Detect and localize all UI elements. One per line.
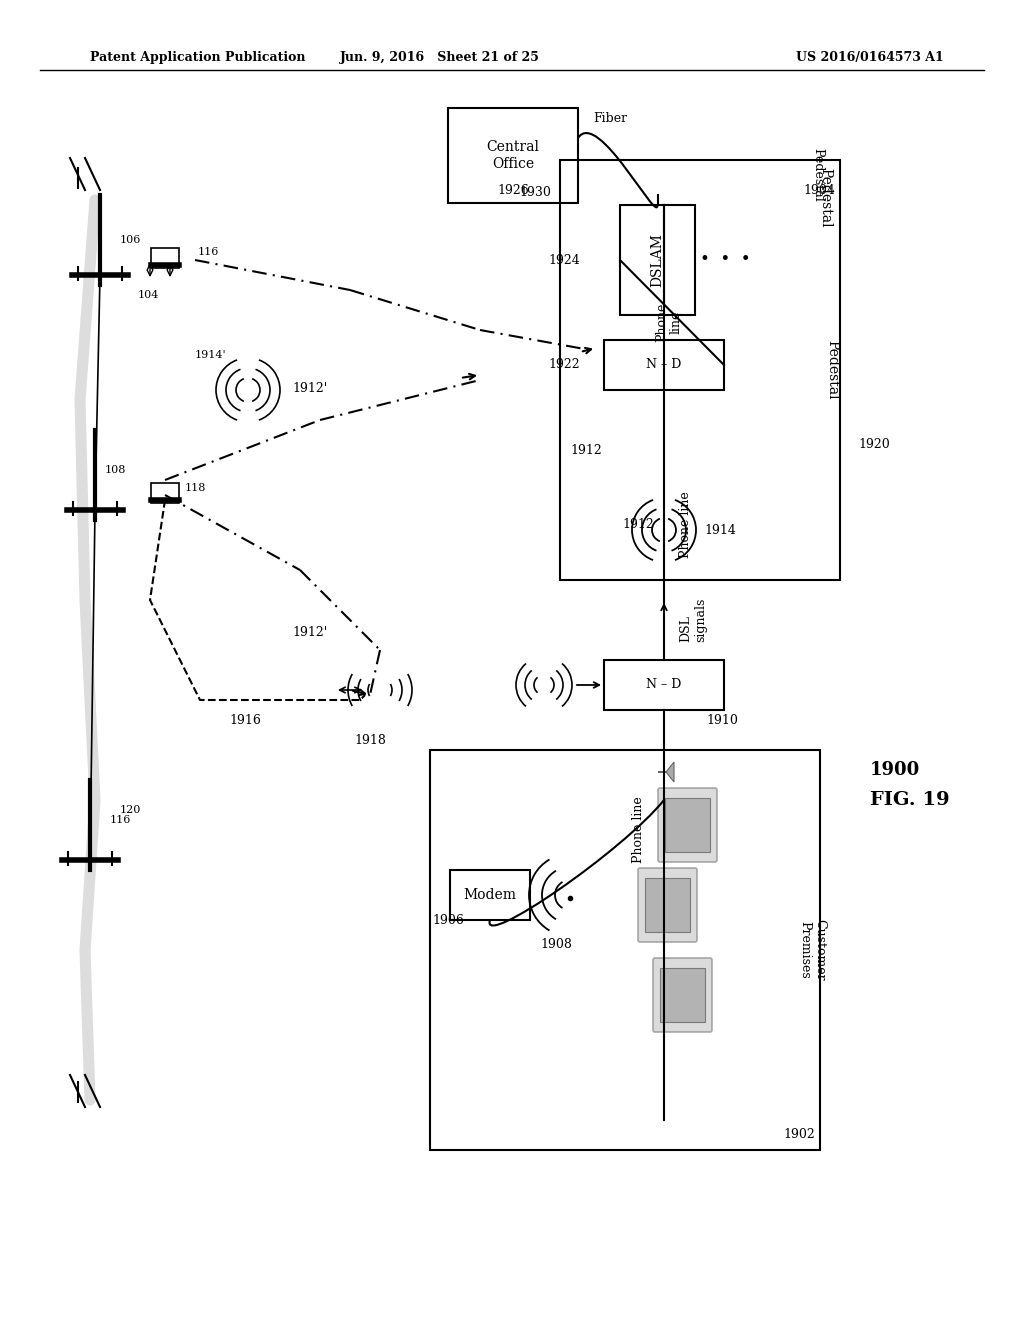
Text: 1912: 1912 — [570, 444, 602, 457]
Text: 116: 116 — [198, 247, 219, 257]
Text: Fiber: Fiber — [593, 111, 627, 124]
Text: Phone
line: Phone line — [655, 302, 683, 342]
Text: Jun. 9, 2016   Sheet 21 of 25: Jun. 9, 2016 Sheet 21 of 25 — [340, 51, 540, 65]
FancyBboxPatch shape — [151, 483, 179, 503]
Text: •  •  •: • • • — [699, 252, 751, 268]
Text: FIG. 19: FIG. 19 — [870, 791, 949, 809]
Text: Pedestal: Pedestal — [811, 148, 824, 202]
Text: Phone line: Phone line — [679, 491, 692, 558]
Text: 1930: 1930 — [519, 186, 551, 199]
Text: Patent Application Publication: Patent Application Publication — [90, 51, 305, 65]
Text: N – D: N – D — [646, 678, 682, 692]
Text: Pedestal: Pedestal — [825, 341, 839, 400]
Text: 1914: 1914 — [705, 524, 736, 536]
Text: N – D: N – D — [646, 359, 682, 371]
Text: 1922: 1922 — [548, 359, 580, 371]
Text: 1910: 1910 — [706, 714, 738, 726]
Text: 1902: 1902 — [783, 1129, 815, 1142]
Text: US 2016/0164573 A1: US 2016/0164573 A1 — [796, 51, 944, 65]
Text: 106: 106 — [120, 235, 140, 246]
Text: DSLAM: DSLAM — [650, 234, 665, 286]
FancyBboxPatch shape — [151, 248, 179, 268]
Polygon shape — [658, 762, 674, 781]
Text: DSL
signals: DSL signals — [679, 598, 707, 643]
Text: 1924: 1924 — [548, 253, 580, 267]
Text: 104: 104 — [137, 290, 159, 300]
Text: 1900: 1900 — [870, 762, 921, 779]
Text: 1918: 1918 — [354, 734, 386, 747]
Text: 120: 120 — [120, 805, 141, 814]
Text: 108: 108 — [104, 465, 126, 475]
FancyBboxPatch shape — [658, 788, 717, 862]
Text: 1916: 1916 — [229, 714, 261, 726]
FancyBboxPatch shape — [665, 799, 710, 851]
Text: 1914': 1914' — [195, 350, 226, 360]
Text: 118: 118 — [185, 483, 207, 492]
Text: Modem: Modem — [464, 888, 516, 902]
Text: 1912': 1912' — [293, 626, 328, 639]
FancyBboxPatch shape — [660, 968, 705, 1022]
Text: Phone line: Phone line — [633, 797, 645, 863]
Text: 1908: 1908 — [540, 939, 571, 952]
Text: Central
Office: Central Office — [486, 140, 540, 170]
Text: 1912: 1912 — [623, 519, 654, 532]
FancyBboxPatch shape — [653, 958, 712, 1032]
Text: 1926: 1926 — [497, 185, 528, 198]
Text: 1920: 1920 — [858, 438, 890, 451]
Text: 1906: 1906 — [432, 913, 464, 927]
FancyBboxPatch shape — [645, 878, 690, 932]
Text: 116: 116 — [110, 814, 131, 825]
FancyBboxPatch shape — [638, 869, 697, 942]
Text: 1904: 1904 — [803, 183, 835, 197]
Text: Pedestal: Pedestal — [818, 168, 831, 227]
Text: 1912': 1912' — [293, 381, 328, 395]
Text: Customer
Premises: Customer Premises — [798, 919, 826, 981]
